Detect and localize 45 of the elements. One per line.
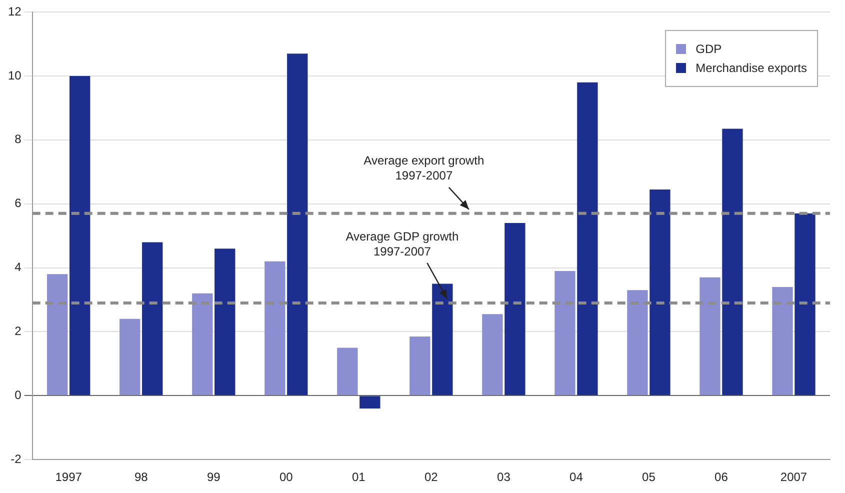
bar	[722, 128, 743, 396]
x-tick-label: 01	[352, 470, 366, 484]
y-tick-label: 6	[14, 196, 22, 210]
bar	[650, 189, 670, 396]
bar	[410, 336, 430, 396]
bar	[432, 284, 453, 396]
x-tick-label: 03	[497, 470, 511, 484]
x-tick-label: 1997	[55, 470, 82, 484]
bar	[794, 213, 816, 396]
bar	[120, 318, 140, 396]
x-tick-label: 2007	[780, 470, 808, 484]
y-tick-label: 8	[14, 132, 22, 146]
x-tick-label: 04	[570, 470, 584, 484]
bar	[577, 82, 598, 396]
legend-label: Merchandise exports	[696, 61, 807, 75]
bar	[337, 348, 358, 396]
bar	[264, 261, 286, 396]
y-tick-label: 10	[8, 68, 22, 82]
y-tick-label: 12	[8, 4, 22, 18]
x-tick-label: 98	[134, 470, 148, 484]
y-tick-label: 4	[14, 260, 22, 274]
bar	[482, 314, 503, 396]
bar	[360, 396, 380, 408]
x-tick-label: 00	[279, 470, 294, 484]
y-tick-label: -2	[10, 452, 22, 466]
x-tick-label: 99	[206, 470, 221, 484]
bar	[142, 242, 163, 396]
bar	[554, 270, 576, 396]
y-tick-label: 0	[14, 388, 22, 402]
bar	[70, 76, 90, 396]
x-tick-label: 05	[642, 470, 656, 484]
bar	[192, 293, 213, 396]
ref-line-label: Average GDP growth 1997-2007	[346, 229, 459, 258]
bar	[700, 277, 720, 396]
bar	[504, 223, 526, 396]
bar	[47, 274, 68, 396]
bar	[772, 286, 793, 396]
y-tick-label: 2	[14, 324, 22, 338]
bar	[627, 290, 648, 396]
bar	[214, 248, 236, 396]
legend-label: GDP	[696, 42, 722, 56]
x-tick-label: 06	[714, 470, 728, 484]
x-tick-label: 02	[424, 470, 438, 484]
bar	[287, 54, 308, 396]
ref-line-label: Average export growth 1997-2007	[364, 154, 484, 183]
